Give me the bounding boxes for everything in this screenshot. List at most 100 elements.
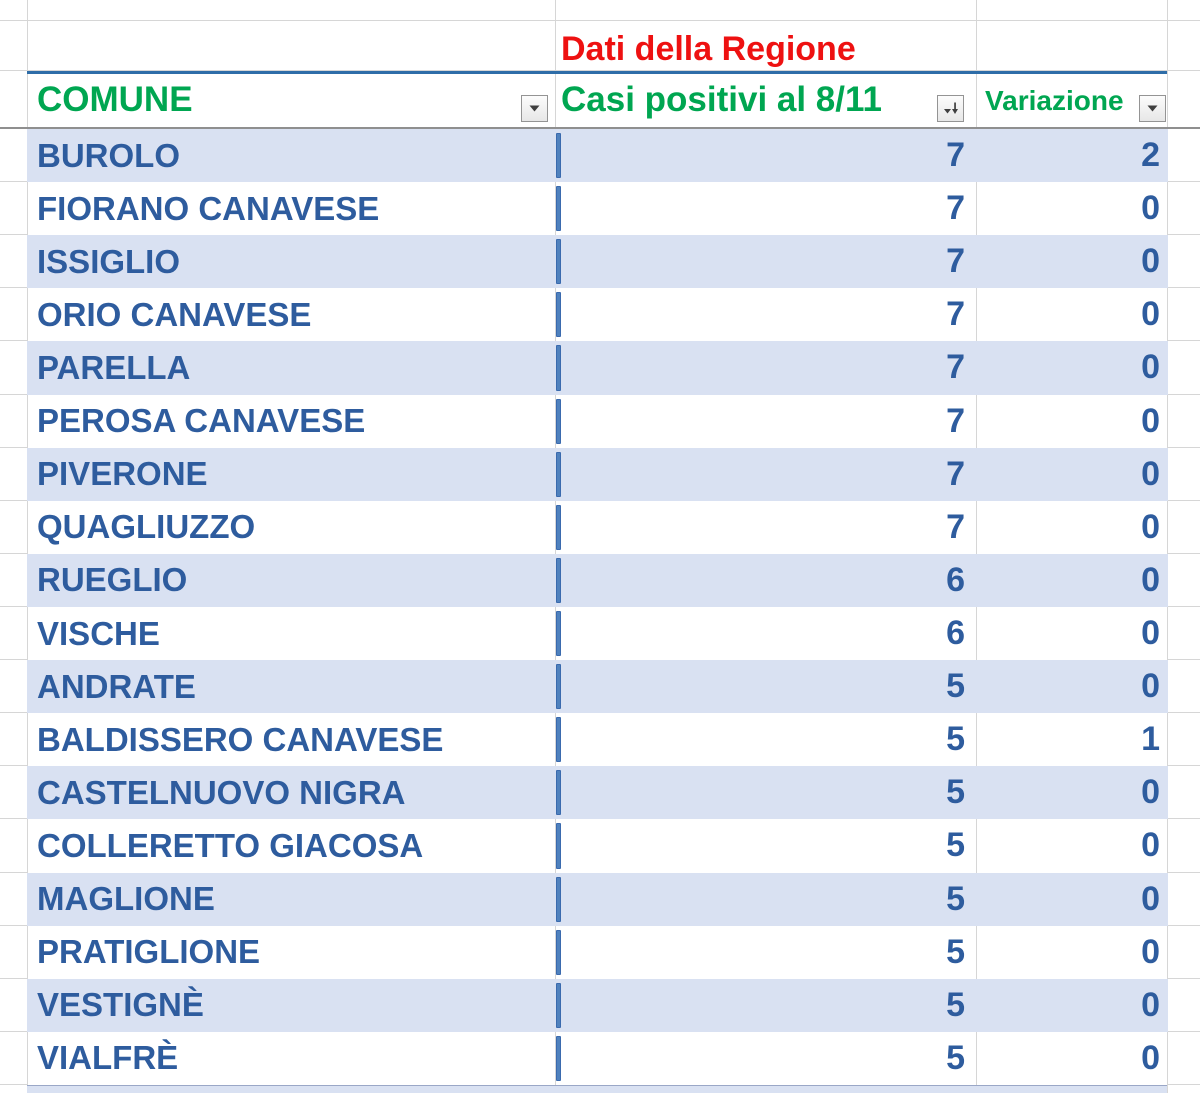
gutter-cell — [1168, 0, 1200, 21]
comune-cell[interactable]: ORIO CANAVESE — [37, 295, 312, 333]
variazione-cell[interactable]: 0 — [1141, 401, 1160, 440]
empty-cell[interactable] — [976, 0, 1168, 21]
gridline-vertical — [555, 0, 556, 1093]
gutter-cell — [1168, 554, 1200, 607]
gutter-cell — [0, 1032, 27, 1085]
region-title: Dati della Regione — [561, 30, 856, 69]
casi-positivi-cell[interactable]: 5 — [555, 1032, 976, 1085]
comune-cell[interactable]: FIORANO CANAVESE — [37, 189, 380, 227]
comune-cell[interactable]: ISSIGLIO — [27, 235, 555, 289]
variazione-cell[interactable]: 0 — [1141, 295, 1160, 334]
gutter-cell — [1168, 235, 1200, 289]
table-row: VESTIGNÈ 5 0 — [0, 978, 1200, 1032]
variazione-cell[interactable]: 0 — [976, 553, 1168, 607]
comune-cell[interactable]: PIVERONE — [27, 447, 555, 501]
variazione-cell[interactable]: 2 — [976, 129, 1168, 183]
casi-positivi-cell[interactable]: 5 — [555, 713, 976, 766]
header-cell-variazione[interactable]: Variazione — [976, 71, 1168, 126]
table-row: QUAGLIUZZO 7 0 — [0, 501, 1200, 554]
gutter-cell — [1168, 660, 1200, 714]
casi-sort-filter-button[interactable] — [937, 95, 964, 122]
casi-positivi-cell[interactable]: 7 — [555, 235, 976, 289]
variazione-cell[interactable]: 0 — [976, 766, 1168, 820]
table-top-border — [27, 71, 1167, 74]
table-row: FIORANO CANAVESE 7 0 — [0, 182, 1200, 236]
empty-cell[interactable] — [27, 0, 555, 21]
title-row: Dati della Regione — [0, 21, 1200, 71]
variazione-cell[interactable]: 0 — [1141, 507, 1160, 546]
gridline-vertical — [27, 0, 28, 1093]
casi-positivi-cell[interactable]: 7 — [555, 182, 976, 235]
casi-positivi-cell[interactable]: 5 — [555, 872, 976, 926]
empty-cell[interactable] — [27, 21, 555, 71]
header-cell-comune[interactable]: COMUNE — [27, 71, 555, 126]
casi-positivi-cell[interactable]: 5 — [555, 978, 976, 1032]
casi-positivi-cell[interactable]: 5 — [555, 660, 976, 714]
variazione-cell[interactable]: 0 — [976, 447, 1168, 501]
comune-cell[interactable]: PEROSA CANAVESE — [37, 402, 366, 440]
table-row: RUEGLIO 6 0 — [0, 553, 1200, 607]
variazione-cell[interactable]: 0 — [1141, 932, 1160, 971]
variazione-cell[interactable]: 0 — [976, 872, 1168, 926]
variazione-filter-button[interactable] — [1139, 95, 1166, 122]
gutter-cell — [0, 554, 27, 607]
comune-cell[interactable]: RUEGLIO — [27, 553, 555, 607]
variazione-cell[interactable]: 0 — [1141, 1038, 1160, 1077]
empty-cell[interactable] — [976, 21, 1168, 71]
casi-positivi-cell[interactable]: 7 — [555, 395, 976, 448]
casi-positivi-cell[interactable]: 6 — [555, 553, 976, 607]
table-row: PEROSA CANAVESE 7 0 — [0, 395, 1200, 448]
variazione-cell[interactable]: 0 — [976, 660, 1168, 714]
title-cell[interactable]: Dati della Regione — [555, 21, 976, 71]
comune-cell[interactable]: ANDRATE — [27, 660, 555, 714]
casi-positivi-cell[interactable]: 7 — [555, 341, 976, 395]
variazione-cell[interactable]: 0 — [976, 235, 1168, 289]
variazione-cell[interactable]: 0 — [976, 978, 1168, 1032]
casi-positivi-cell[interactable]: 7 — [555, 288, 976, 341]
gutter-cell — [0, 341, 27, 395]
table-row: ANDRATE 5 0 — [0, 660, 1200, 714]
variazione-cell[interactable]: 0 — [976, 341, 1168, 395]
variazione-cell[interactable]: 0 — [1141, 189, 1160, 228]
variazione-cell[interactable]: 1 — [1141, 720, 1160, 759]
gutter-cell — [0, 182, 27, 236]
comune-cell[interactable]: PRATIGLIONE — [37, 933, 261, 971]
table-row: PARELLA 7 0 — [0, 341, 1200, 395]
gutter-cell — [0, 979, 27, 1032]
casi-positivi-cell[interactable]: 7 — [555, 447, 976, 501]
gutter-cell — [1168, 448, 1200, 501]
gutter-cell — [0, 501, 27, 554]
gutter-cell — [1168, 979, 1200, 1032]
comune-cell[interactable]: VIALFRÈ — [37, 1039, 179, 1077]
comune-filter-button[interactable] — [521, 95, 548, 122]
gutter-cell — [0, 607, 27, 661]
comune-cell[interactable]: MAGLIONE — [27, 872, 555, 926]
table-row: PIVERONE 7 0 — [0, 447, 1200, 501]
casi-positivi-cell[interactable]: 7 — [555, 129, 976, 183]
comune-cell[interactable]: CASTELNUOVO NIGRA — [27, 766, 555, 820]
header-cell-casi-positivi[interactable]: Casi positivi al 8/11 — [555, 71, 976, 126]
casi-positivi-cell[interactable]: 5 — [555, 819, 976, 872]
comune-cell[interactable]: BUROLO — [27, 129, 555, 183]
comune-cell[interactable]: PARELLA — [27, 341, 555, 395]
casi-positivi-cell[interactable]: 5 — [555, 926, 976, 979]
gutter-cell — [0, 395, 27, 448]
gutter-cell — [0, 926, 27, 979]
empty-cell[interactable] — [555, 0, 976, 21]
gridline-vertical — [1167, 0, 1168, 1093]
comune-cell[interactable]: VISCHE — [37, 614, 160, 652]
variazione-cell[interactable]: 0 — [1141, 826, 1160, 865]
casi-positivi-cell[interactable]: 6 — [555, 607, 976, 660]
casi-positivi-cell[interactable]: 7 — [555, 501, 976, 554]
comune-cell[interactable]: VESTIGNÈ — [27, 978, 555, 1032]
gutter-cell — [1168, 288, 1200, 342]
casi-positivi-cell[interactable]: 5 — [555, 766, 976, 820]
gutter-cell — [1168, 926, 1200, 979]
table-row: VIALFRÈ 5 0 — [0, 1032, 1200, 1085]
comune-cell[interactable]: BALDISSERO CANAVESE — [37, 720, 444, 758]
comune-cell[interactable]: COLLERETTO GIACOSA — [37, 826, 424, 864]
comune-cell[interactable]: QUAGLIUZZO — [37, 508, 256, 546]
gutter-cell — [0, 448, 27, 501]
variazione-cell[interactable]: 0 — [1141, 614, 1160, 653]
